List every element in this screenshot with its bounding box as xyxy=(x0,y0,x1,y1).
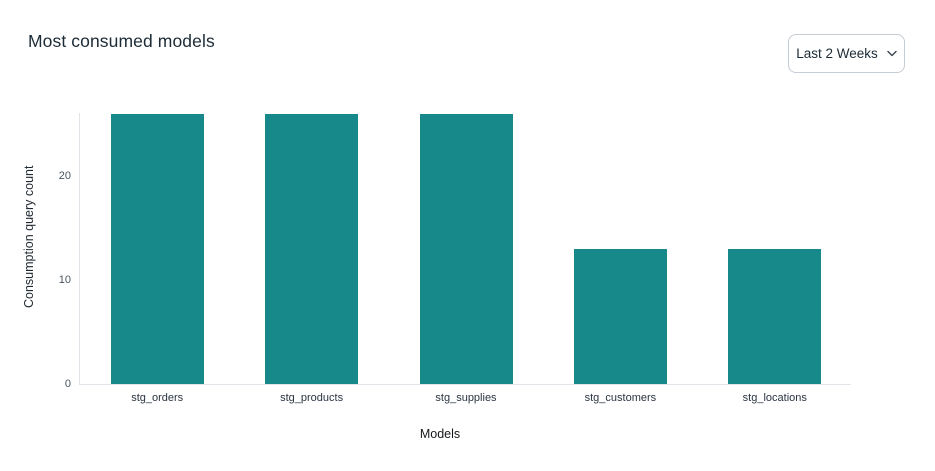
x-tick-label-stg_orders: stg_orders xyxy=(131,392,184,404)
bar-stg_supplies xyxy=(419,114,513,384)
chevron-down-icon xyxy=(887,50,897,57)
bar-stg_locations xyxy=(728,249,822,384)
x-tick-label-stg_customers: stg_customers xyxy=(584,392,657,404)
x-axis-title: Models xyxy=(419,427,461,441)
bar-stg_customers xyxy=(573,249,667,384)
y-tick-label-0: 0 xyxy=(64,378,71,390)
x-tick-label-stg_products: stg_products xyxy=(280,392,344,404)
x-tick-label-stg_supplies: stg_supplies xyxy=(435,392,497,404)
x-tick-label-stg_locations: stg_locations xyxy=(742,392,807,404)
plot-area: stg_orders stg_products stg_supplies stg_cu… xyxy=(59,113,851,404)
y-axis-title: Consumption query count xyxy=(22,165,36,309)
bar-stg_orders xyxy=(110,114,204,384)
bar-stg_products xyxy=(265,114,359,384)
y-tick-label-20: 20 xyxy=(58,170,71,183)
page-title: Most consumed models xyxy=(28,31,215,51)
y-tick-label-10: 10 xyxy=(58,274,71,287)
time-range-label: Last 2 Weeks xyxy=(796,46,878,61)
time-range-dropdown[interactable]: Last 2 Weeks xyxy=(788,34,905,73)
